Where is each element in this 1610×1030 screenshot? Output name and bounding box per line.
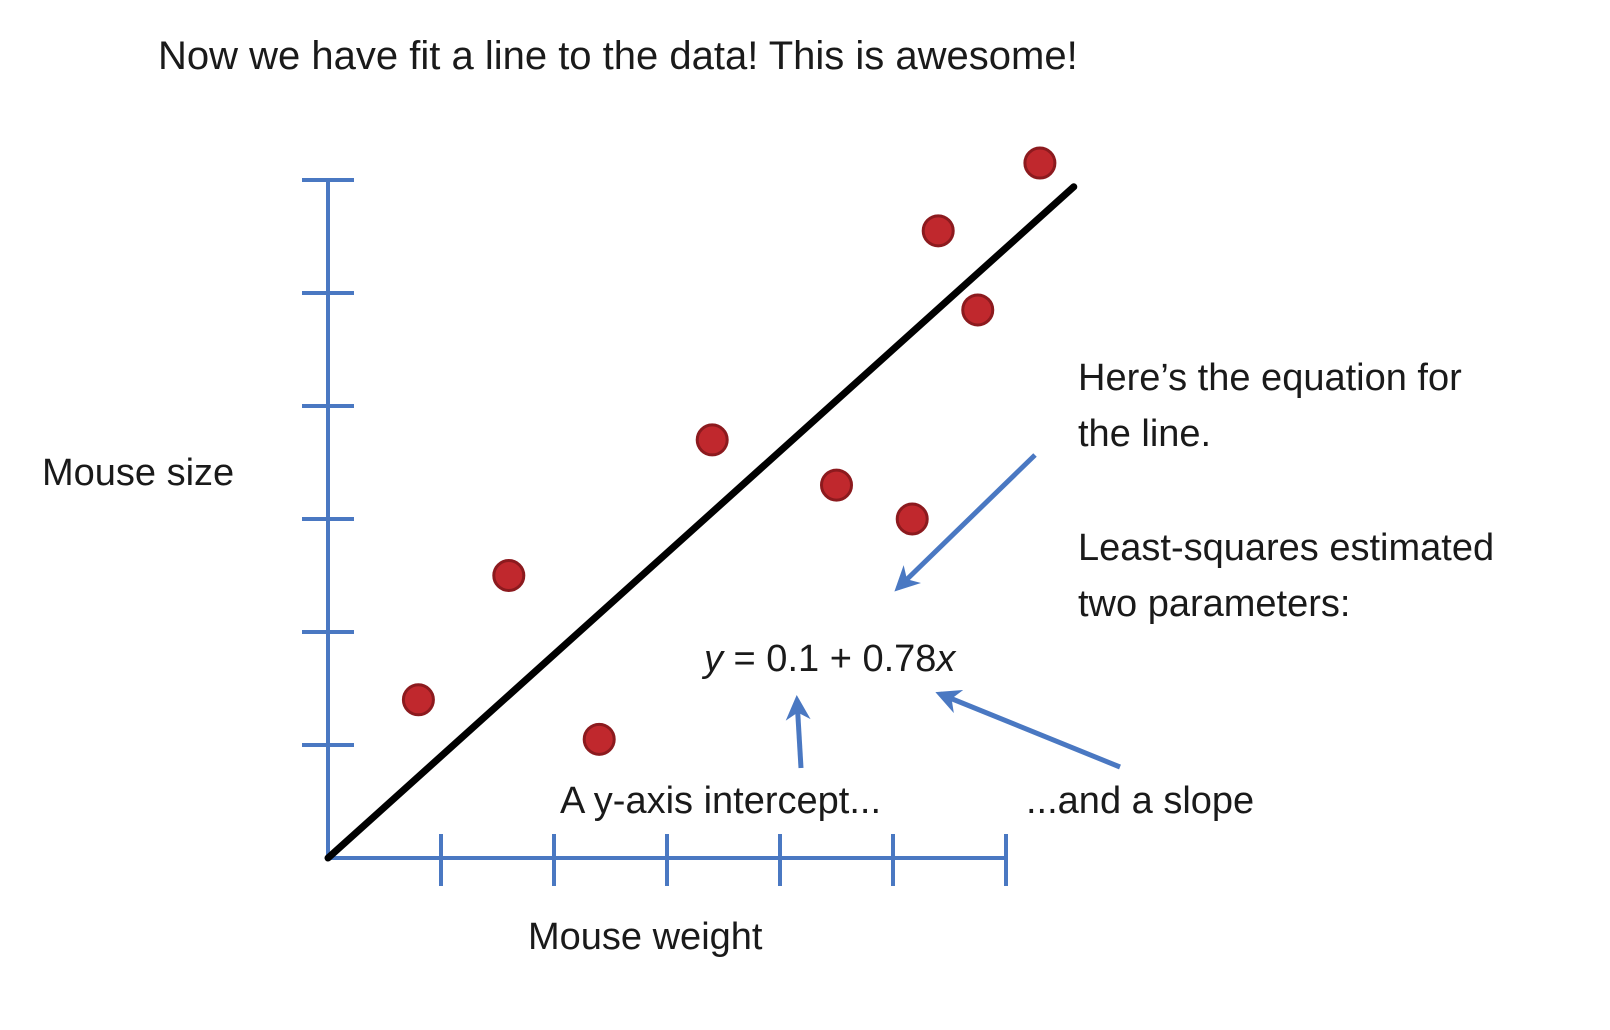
line-equation: y = 0.1 + 0.78x [704, 638, 955, 681]
slope-label: ...and a slope [1026, 780, 1255, 822]
equation-note-line-1: Here’s the equation for [1078, 357, 1462, 399]
slope-pointer-arrow [935, 689, 1121, 770]
data-point [820, 468, 853, 502]
annotation-arrows [785, 453, 1121, 770]
intercept-label: A y-axis intercept... [560, 780, 882, 822]
fit-line-layer [324, 183, 1078, 862]
axes [302, 178, 1008, 886]
equation-note: Here’s the equation for the line. [1078, 350, 1462, 462]
y-axis-label: Mouse size [42, 452, 235, 494]
data-point [695, 423, 729, 457]
data-point [492, 559, 526, 592]
intercept-pointer-arrow [785, 695, 811, 769]
data-point [401, 683, 435, 717]
regression-line [324, 183, 1078, 862]
data-point [961, 293, 995, 327]
data-point [1023, 146, 1057, 180]
equation-note-line-2: the line. [1078, 413, 1212, 455]
data-point [582, 722, 616, 756]
equation-pointer-arrow [894, 453, 1037, 592]
equation-y-variable: y [704, 638, 723, 680]
data-point [921, 214, 955, 248]
parameters-note: Least-squares estimated two parameters: [1078, 520, 1494, 632]
x-axis-label: Mouse weight [528, 916, 763, 958]
data-point [895, 502, 929, 536]
equation-x-variable: x [936, 638, 956, 680]
equation-coefficients: = 0.1 + 0.78 [723, 638, 937, 680]
data-points [401, 146, 1057, 756]
parameters-note-line-1: Least-squares estimated [1078, 527, 1495, 569]
parameters-note-line-2: two parameters: [1078, 583, 1351, 625]
slide-title: Now we have fit a line to the data! This… [158, 34, 1078, 78]
